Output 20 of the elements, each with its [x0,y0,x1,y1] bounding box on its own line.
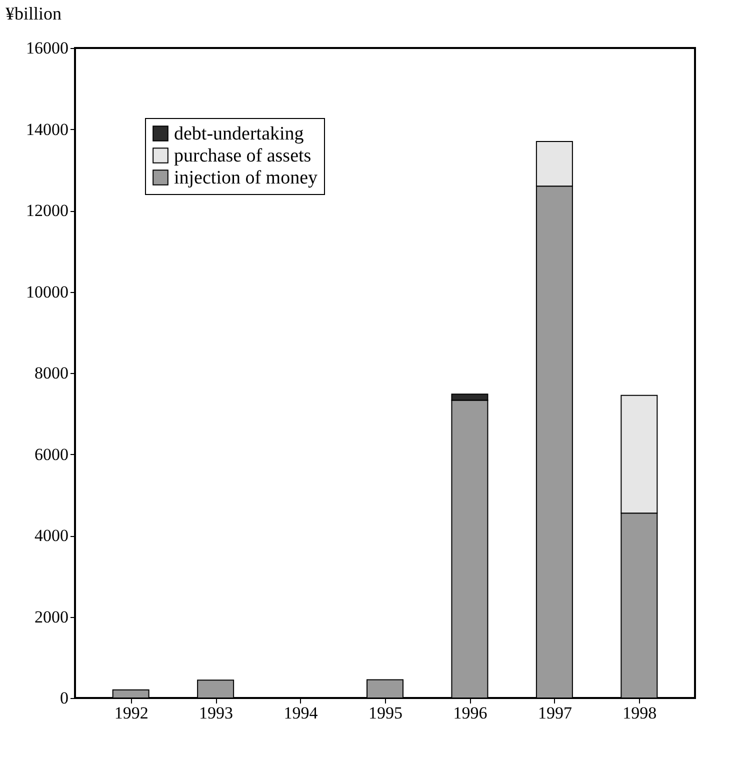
x-tick-label: 1997 [538,704,572,722]
legend-label: debt-undertaking [174,124,304,144]
y-tick-label: 4000 [34,526,68,545]
y-tick-label: 14000 [26,120,68,139]
y-axis-title: ¥billion [6,4,62,24]
y-tick-label: 16000 [26,38,68,58]
x-tick-label: 1998 [622,704,657,722]
y-tick-label: 0 [60,688,68,708]
y-tick-label: 12000 [26,201,68,220]
x-tick-label: 1996 [453,704,488,722]
y-tick-label: 6000 [34,444,68,464]
x-tick-label: 1993 [199,704,234,722]
y-tick-label: 2000 [34,607,68,626]
x-tick-label: 1994 [284,704,318,722]
legend-label: purchase of assets [174,146,312,166]
y-tick-label: 10000 [26,282,68,302]
x-tick-label: 1992 [114,704,148,722]
legend-label: injection of money [174,168,318,188]
y-tick-label: 8000 [34,364,68,382]
x-tick-label: 1995 [368,704,402,722]
